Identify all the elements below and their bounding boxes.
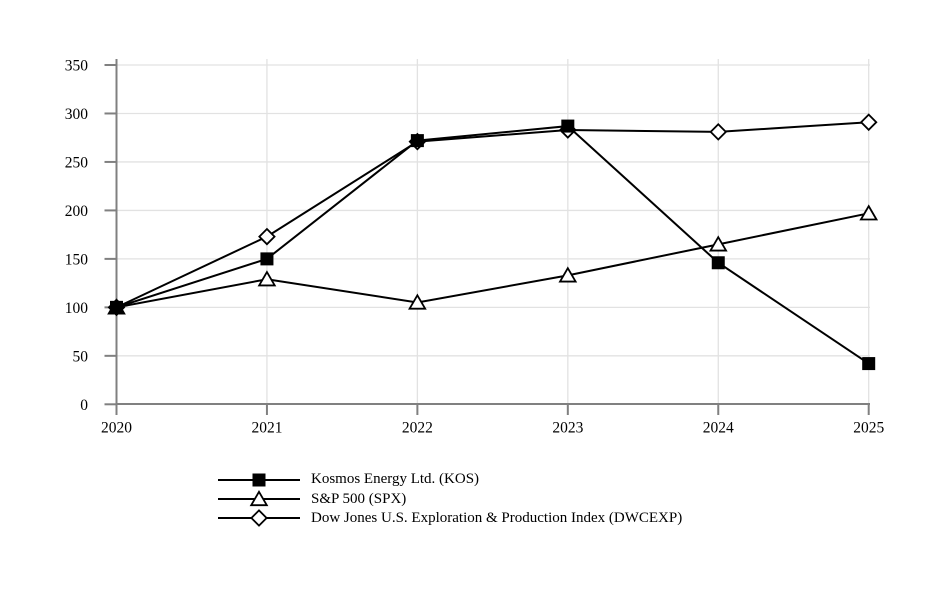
open-triangle-marker-icon — [257, 270, 277, 287]
filled-square-marker-icon — [110, 300, 123, 314]
open-triangle-marker-icon — [218, 490, 300, 507]
y-axis-tick-label: 100 — [65, 300, 89, 317]
performance-line-chart: 0 50 100 150 200 250 300 350 2020 2021 2022 2023 202… — [65, 58, 885, 437]
y-axis-tick-label: 0 — [80, 397, 88, 414]
x-axis-tick-label: 2025 — [853, 420, 884, 437]
y-axis-tick-label: 350 — [65, 58, 89, 75]
y-axis-tick-label: 300 — [65, 106, 89, 123]
filled-square-marker-icon — [561, 119, 575, 133]
legend-item-kos: Kosmos Energy Ltd. (KOS) — [218, 470, 682, 489]
open-diamond-marker-icon — [250, 509, 268, 528]
filled-square-marker-icon — [252, 473, 266, 487]
series-line — [116, 212, 869, 309]
filled-square-marker-icon — [862, 357, 876, 371]
open-diamond-marker-icon — [859, 113, 878, 132]
series-line — [116, 125, 870, 365]
y-axis-tick-label: 50 — [73, 348, 89, 365]
legend-item-spx: S&P 500 (SPX) — [218, 489, 682, 508]
x-axis-tick-label: 2024 — [703, 420, 734, 437]
chart-legend: Kosmos Energy Ltd. (KOS) S&P 500 (SPX) D… — [218, 470, 682, 528]
y-axis-tick-label: 150 — [65, 251, 89, 268]
x-axis-tick-label: 2022 — [402, 420, 433, 437]
series-open-diamond — [107, 113, 878, 317]
legend-label-dwcexp: Dow Jones U.S. Exploration & Production … — [311, 509, 683, 526]
filled-square-marker-icon — [711, 256, 725, 270]
series-line — [116, 121, 869, 309]
series-filled-square — [110, 119, 876, 371]
open-diamond-marker-icon — [709, 123, 728, 141]
x-axis-tick-label: 2020 — [101, 420, 132, 437]
open-diamond-marker-icon — [218, 509, 300, 528]
y-axis-tick-label: 250 — [65, 154, 89, 171]
filled-square-marker-icon — [218, 473, 300, 487]
open-triangle-marker-icon — [859, 204, 879, 221]
legend-item-dwcexp: Dow Jones U.S. Exploration & Production … — [218, 509, 682, 528]
x-axis-tick-label: 2023 — [552, 420, 583, 437]
filled-square-marker-icon — [260, 252, 274, 266]
series-open-triangle — [107, 204, 879, 315]
open-triangle-marker-icon — [708, 235, 728, 252]
legend-label-spx: S&P 500 (SPX) — [311, 490, 407, 507]
open-diamond-marker-icon — [258, 227, 276, 246]
legend-label-kos: Kosmos Energy Ltd. (KOS) — [311, 471, 480, 488]
open-triangle-marker-icon — [249, 490, 269, 507]
open-triangle-marker-icon — [558, 266, 578, 283]
filled-square-marker-icon — [410, 134, 424, 148]
open-triangle-marker-icon — [408, 293, 427, 310]
y-axis-tick-label: 200 — [65, 203, 89, 220]
x-axis-tick-label: 2021 — [251, 420, 282, 437]
